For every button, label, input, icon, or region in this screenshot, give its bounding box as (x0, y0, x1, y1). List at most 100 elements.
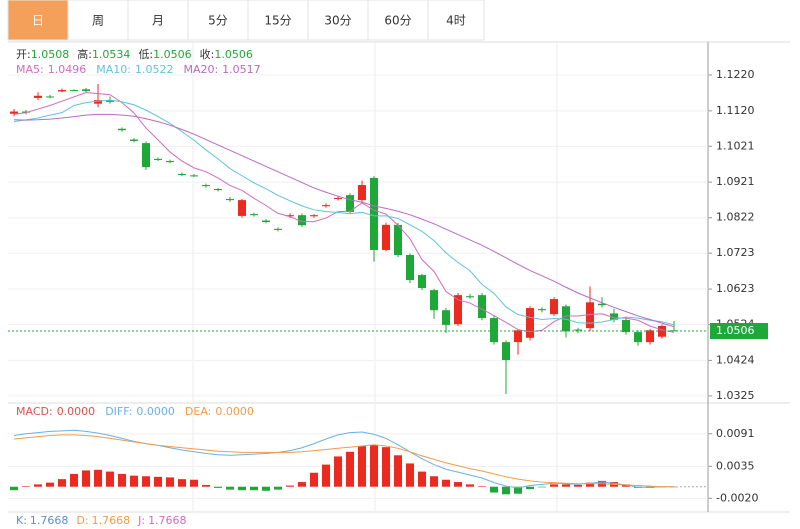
ohlc-legend: 开:1.0508 高:1.0534 低:1.0506 收:1.0506 (16, 47, 253, 61)
tab[interactable]: 30分 (307, 0, 369, 41)
macd-bar (22, 486, 30, 487)
legend-label: DIFF: (105, 405, 132, 418)
macd-bar (370, 444, 378, 487)
candle-body (202, 185, 210, 187)
macd-bar (382, 447, 390, 487)
macd-bar (202, 484, 210, 487)
y-tick-label: 1.0822 (716, 211, 755, 224)
legend-value: 0.0000 (57, 405, 96, 418)
candle-body (574, 329, 582, 331)
macd-bar (586, 482, 594, 487)
legend-value: 1.0517 (222, 63, 261, 76)
candle-body (346, 195, 354, 212)
candle-body (490, 318, 498, 343)
tab-label: 月 (152, 14, 164, 28)
macd-bar (454, 482, 462, 487)
ma-legend: MA5: 1.0496 MA10: 1.0522 MA20: 1.0517 (16, 63, 261, 76)
macd-bar (34, 484, 42, 487)
y-tick-label: 1.0325 (716, 389, 755, 402)
macd-bar (82, 470, 90, 487)
plot-layer: 1.1220 1.1120 1.1021 1.0921 1.0822 1.0723 1.06… (8, 47, 768, 527)
legend-label: DEA: (185, 405, 211, 418)
tab-box (187, 0, 249, 41)
legend-label: 低: (138, 48, 153, 61)
macd-bar (10, 486, 18, 491)
tab-label: 15分 (264, 14, 291, 28)
macd-legend: MACD: 0.0000 DIFF: 0.0000 DEA: 0.0000 (16, 405, 254, 418)
candle-body (430, 290, 438, 311)
tab[interactable]: 4时 (427, 0, 485, 41)
tab-label: 60分 (384, 14, 411, 28)
legend-label: 高: (77, 47, 92, 61)
candle-body (82, 89, 90, 92)
legend-value: 0.0000 (136, 405, 175, 418)
candle-body (358, 185, 366, 201)
tab[interactable]: 日 (7, 0, 69, 41)
legend-label: MACD: (16, 405, 53, 418)
tab-box (127, 0, 189, 41)
macd-bar (502, 486, 510, 495)
legend-value: 1.0496 (48, 63, 87, 76)
candle-body (406, 254, 414, 281)
tab[interactable]: 5分 (187, 0, 249, 41)
candle-body (178, 173, 186, 176)
candle-body (598, 303, 606, 306)
macd-bar (490, 486, 498, 493)
macd-bar (310, 472, 318, 487)
candle-body (94, 100, 102, 104)
legend-value: 1.0522 (135, 63, 174, 76)
macd-bar (430, 476, 438, 487)
candle-body (70, 90, 78, 92)
macd-bar (238, 486, 246, 491)
macd-bar (406, 463, 414, 487)
macd-bar (274, 486, 282, 490)
tab[interactable]: 周 (67, 0, 129, 41)
legend-value: 0.0000 (215, 405, 254, 418)
candle-body (478, 295, 486, 319)
macd-bar (190, 479, 198, 487)
macd-bar (562, 484, 570, 487)
legend-value: 1.7668 (30, 514, 69, 527)
tab-box (427, 0, 485, 41)
macd-bar (622, 484, 630, 487)
tab-label: 4时 (446, 14, 466, 28)
candle-body (142, 143, 150, 168)
candle-body (646, 330, 654, 343)
macd-bar (178, 479, 186, 487)
legend-label: 收: (200, 47, 215, 61)
candle-body (106, 100, 114, 102)
candle-body (130, 139, 138, 141)
tab-box (247, 0, 309, 41)
macd-bar (466, 484, 474, 487)
legend-label: MA20: (183, 63, 218, 76)
tab[interactable]: 15分 (247, 0, 309, 41)
candle-body (274, 228, 282, 230)
macd-bar (478, 486, 486, 487)
tab-box (7, 0, 69, 41)
macd-bar (514, 486, 522, 494)
legend-label: K: (16, 514, 27, 527)
tab-box (307, 0, 369, 41)
legend-value: 1.7668 (92, 514, 131, 527)
legend-label: MA5: (16, 63, 44, 76)
macd-bar (358, 445, 366, 487)
candle-body (442, 310, 450, 325)
candle-body (526, 308, 534, 338)
candle-body (514, 330, 522, 343)
legend-value: 1.7668 (148, 514, 187, 527)
candle-body (550, 299, 558, 315)
tab[interactable]: 月 (127, 0, 189, 41)
candle-body (214, 189, 222, 191)
candle-body (310, 215, 318, 217)
candle-body (502, 342, 510, 361)
macd-bar (298, 482, 306, 487)
macd-bar (166, 477, 174, 487)
macd-bar (214, 486, 222, 488)
y-tick-label: 0.0035 (716, 459, 755, 472)
y-tick-label: 1.0623 (716, 282, 755, 295)
tab[interactable]: 60分 (367, 0, 429, 41)
frame (8, 41, 790, 513)
candle-body (154, 158, 162, 160)
